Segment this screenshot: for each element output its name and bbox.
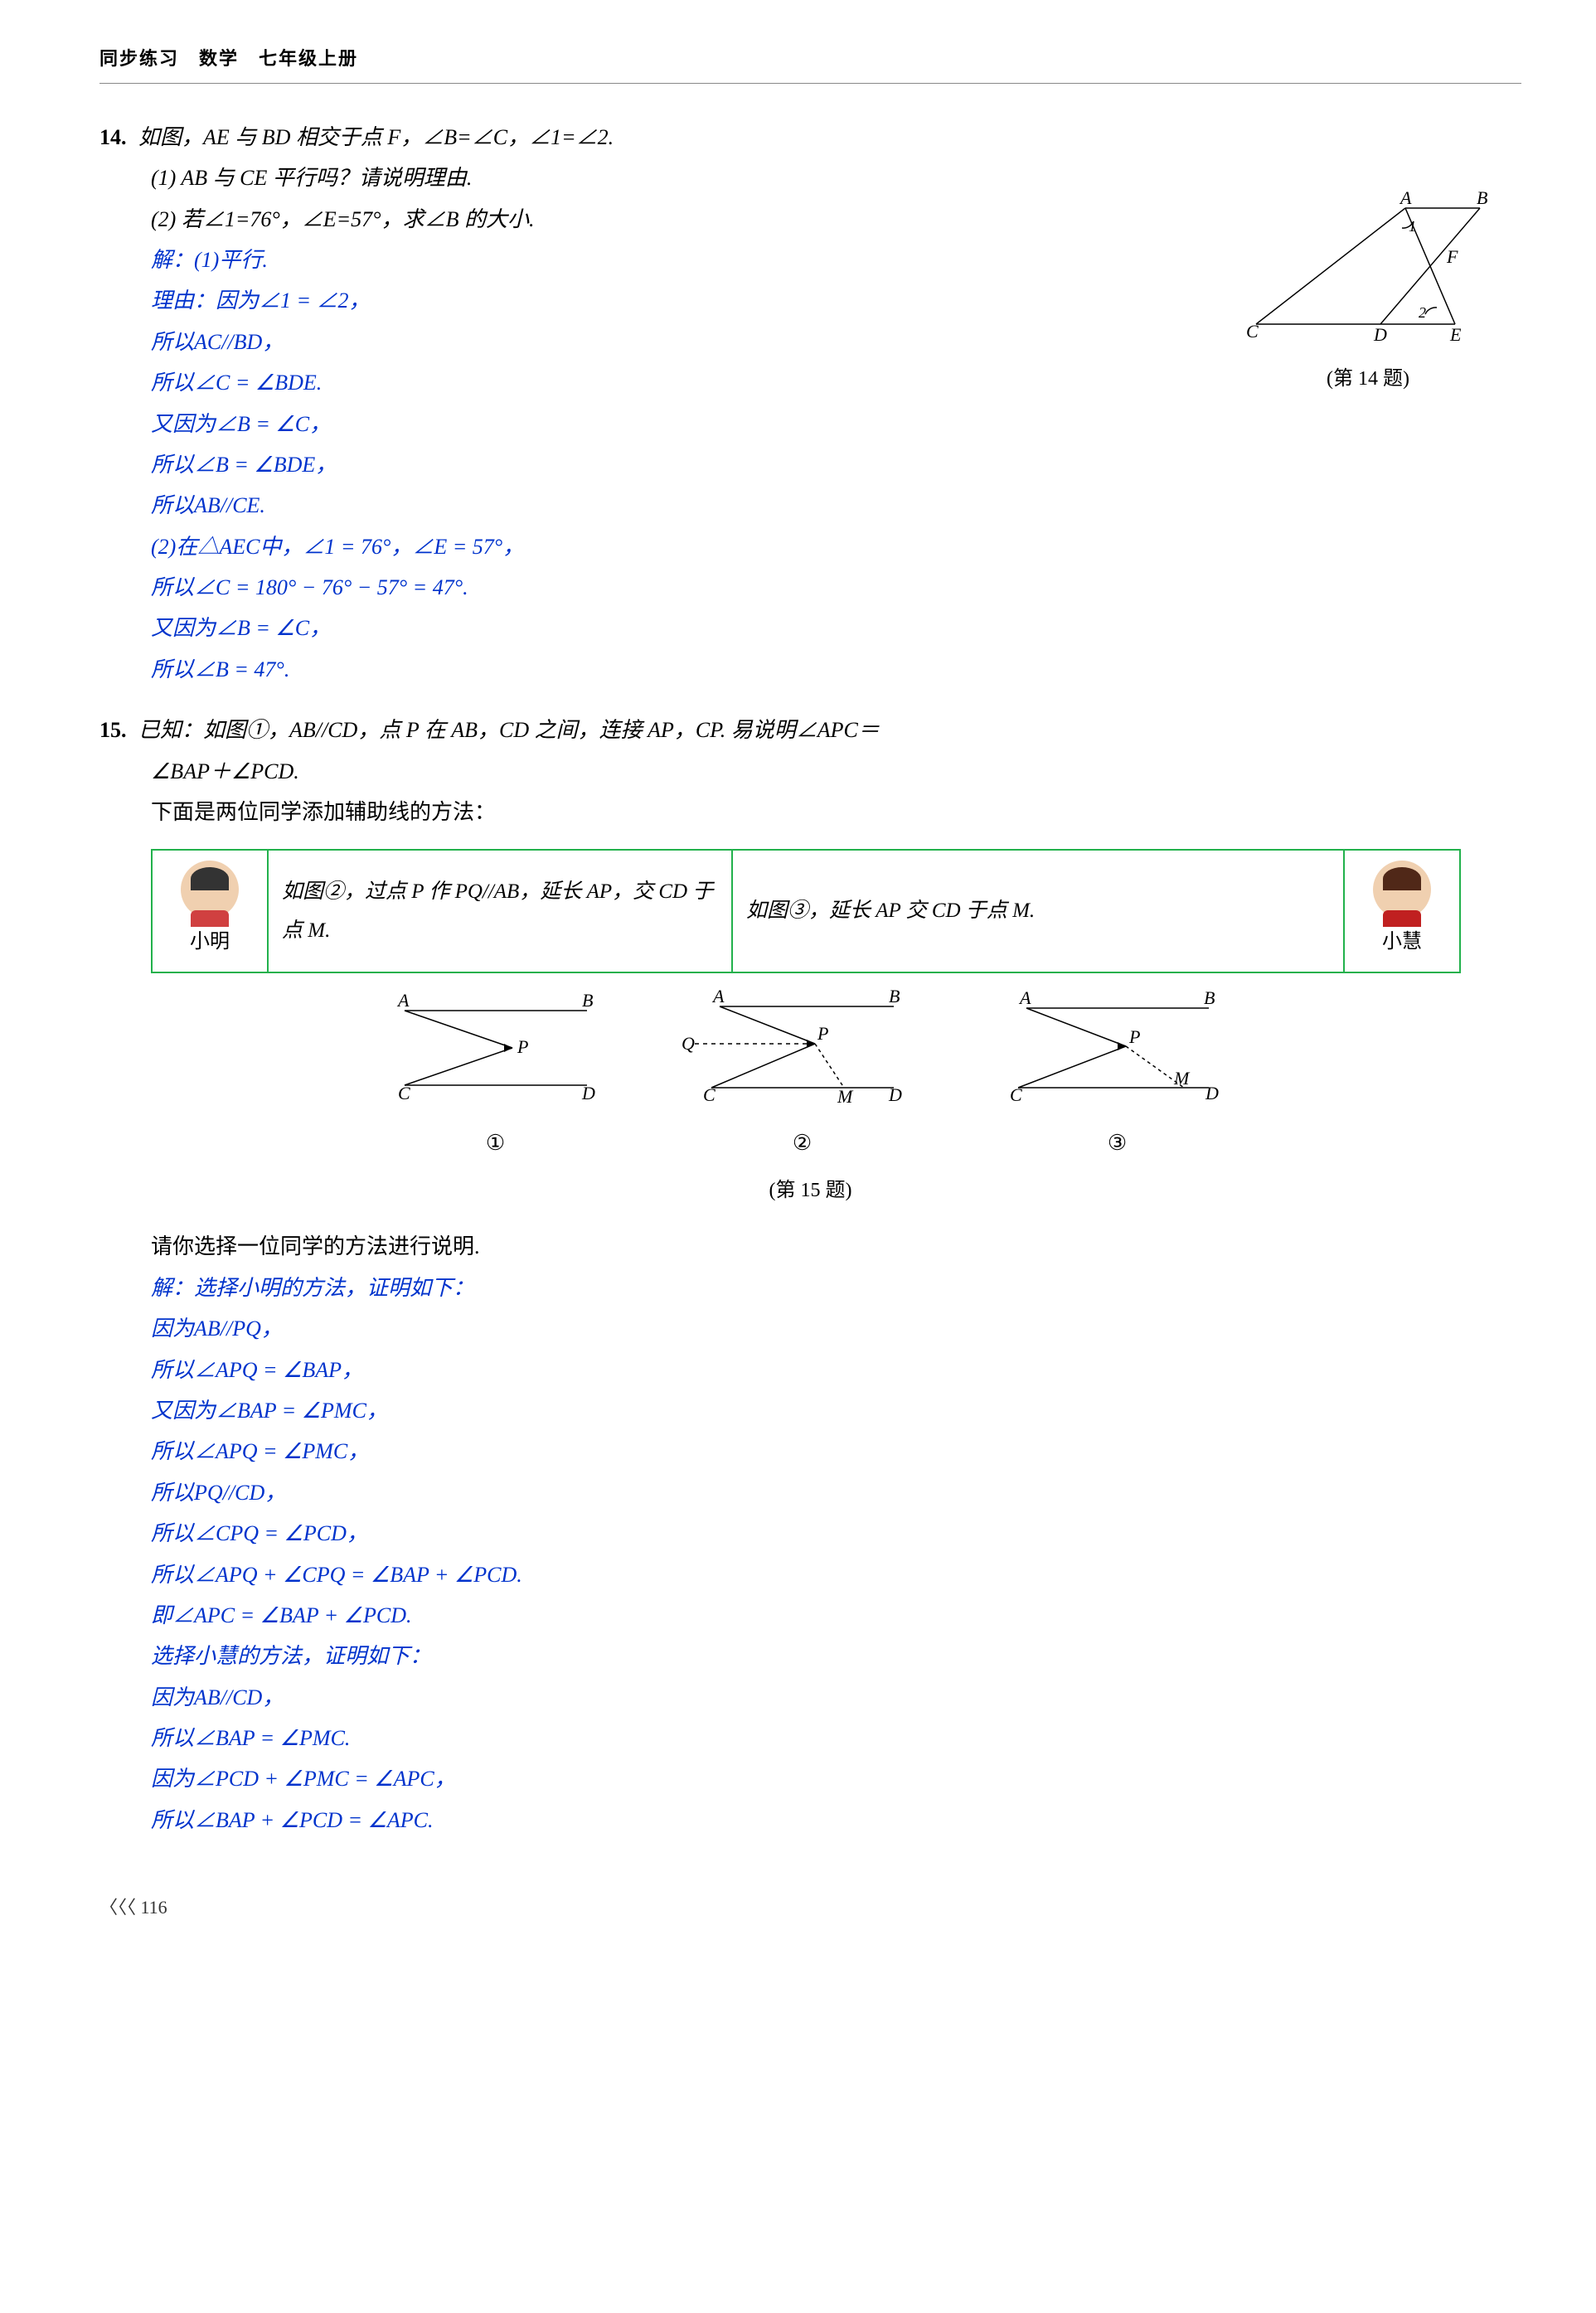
xh-text: 如图③，延长 AP 交 CD 于点 M. [732, 850, 1344, 972]
xiaohui-name: 小慧 [1358, 924, 1446, 962]
p15-ans-0: 解：选择小明的方法，证明如下： [99, 1268, 1521, 1308]
d3-A: A [1018, 990, 1031, 1008]
p15-dia-caption: (第 15 题) [99, 1172, 1521, 1210]
d2-D: D [888, 1084, 902, 1105]
p15-ans-6: 所以∠CPQ = ∠PCD， [99, 1513, 1521, 1554]
d1-A: A [396, 990, 410, 1011]
d2-M: M [837, 1086, 854, 1106]
p15-stem1-text: 已知：如图①，AB//CD，点 P 在 AB，CD 之间，连接 AP，CP. 易… [138, 718, 880, 742]
p15-stem3: 下面是两位同学添加辅助线的方法： [99, 792, 1521, 832]
xiaohui-avatar [1373, 861, 1431, 919]
p14-ans-6: 所以AB//CE. [99, 485, 1521, 526]
p15-ans-4: 所以∠APQ = ∠PMC， [99, 1431, 1521, 1472]
d2-Q: Q [682, 1033, 695, 1054]
p14-figure: A B C D E F 1 2 (第 14 题) [1239, 192, 1497, 399]
p15-ans-7: 所以∠APQ + ∠CPQ = ∠BAP + ∠PCD. [99, 1554, 1521, 1595]
xiaoming-name: 小明 [166, 924, 254, 962]
p15-ans-3: 又因为∠BAP = ∠PMC， [99, 1390, 1521, 1431]
p14-ans-4: 又因为∠B = ∠C， [99, 404, 1521, 444]
problem-14: 14. 如图，AE 与 BD 相交于点 F，∠B=∠C，∠1=∠2. (1) A… [99, 117, 1521, 690]
p14-ans-8: 所以∠C = 180° − 76° − 57° = 47°. [99, 567, 1521, 608]
d1-B: B [582, 990, 593, 1011]
p15-stem1: 15. 已知：如图①，AB//CD，点 P 在 AB，CD 之间，连接 AP，C… [99, 710, 1521, 750]
p15-ans-2: 所以∠APQ = ∠BAP， [99, 1350, 1521, 1390]
d2-A: A [711, 990, 725, 1006]
d3-M: M [1173, 1068, 1191, 1089]
diagram-3: A B C D P M ③ [993, 990, 1242, 1164]
p15-ans-12: 因为∠PCD + ∠PMC = ∠APC， [99, 1758, 1521, 1799]
lbl-C: C [1246, 321, 1259, 341]
diagram-2: A B C D Q P M ② [678, 990, 927, 1164]
problem-15: 15. 已知：如图①，AB//CD，点 P 在 AB，CD 之间，连接 AP，C… [99, 710, 1521, 1840]
d1-D: D [581, 1083, 595, 1103]
p14-ans-7: (2)在△AEC中，∠1 = 76°，∠E = 57°， [99, 526, 1521, 567]
d1-label: ① [380, 1123, 612, 1163]
p14-ans-9: 又因为∠B = ∠C， [99, 608, 1521, 648]
lbl-B: B [1477, 192, 1487, 208]
d1-P: P [517, 1036, 528, 1057]
d2-C: C [703, 1084, 716, 1105]
d3-C: C [1010, 1084, 1022, 1105]
p15-ans-13: 所以∠BAP + ∠PCD = ∠APC. [99, 1800, 1521, 1840]
lbl-A: A [1399, 192, 1412, 208]
p15-ans-11: 所以∠BAP = ∠PMC. [99, 1718, 1521, 1758]
page-header: 同步练习 数学 七年级上册 [99, 41, 1521, 84]
lbl-1: 1 [1409, 218, 1416, 235]
page-footer: 〈〈〈 116 [99, 1890, 1521, 1925]
p15-ans-5: 所以PQ//CD， [99, 1472, 1521, 1513]
diagram-row: A B C D P ① A B [99, 990, 1521, 1164]
lbl-E: E [1449, 324, 1462, 341]
p14-fig-caption: (第 14 题) [1239, 361, 1497, 399]
p14-stem: 14. 如图，AE 与 BD 相交于点 F，∠B=∠C，∠1=∠2. [99, 117, 1521, 158]
p15-ans-1: 因为AB//PQ， [99, 1308, 1521, 1349]
d1-C: C [398, 1083, 410, 1103]
d3-B: B [1204, 990, 1215, 1008]
lbl-F: F [1446, 246, 1458, 267]
d3-D: D [1205, 1083, 1219, 1103]
p14-ans-10: 所以∠B = 47°. [99, 649, 1521, 690]
p15-ans-10: 因为AB//CD， [99, 1677, 1521, 1718]
p15-num: 15. [99, 718, 127, 742]
d3-label: ③ [993, 1123, 1242, 1163]
p14-ans-5: 所以∠B = ∠BDE， [99, 444, 1521, 485]
xiaoming-avatar [181, 861, 239, 919]
p15-ans-9: 选择小慧的方法，证明如下： [99, 1636, 1521, 1676]
xiaohui-cell: 小慧 [1344, 850, 1460, 972]
p14-num: 14. [99, 125, 127, 149]
methods-table: 小明 如图②，过点 P 作 PQ//AB，延长 AP，交 CD 于点 M. 如图… [151, 849, 1461, 973]
p14-diagram-svg: A B C D E F 1 2 [1239, 192, 1497, 341]
p15-ans-8: 即∠APC = ∠BAP + ∠PCD. [99, 1595, 1521, 1636]
xm-text: 如图②，过点 P 作 PQ//AB，延长 AP，交 CD 于点 M. [268, 850, 732, 972]
d2-P: P [817, 1023, 828, 1044]
lbl-2: 2 [1419, 304, 1426, 321]
p14-stem-text: 如图，AE 与 BD 相交于点 F，∠B=∠C，∠1=∠2. [138, 125, 614, 149]
p15-stem2: ∠BAP＋∠PCD. [99, 751, 1521, 792]
xiaoming-cell: 小明 [152, 850, 268, 972]
p15-prompt: 请你选择一位同学的方法进行说明. [99, 1226, 1521, 1267]
d2-label: ② [678, 1123, 927, 1163]
d3-P: P [1128, 1026, 1140, 1047]
lbl-D: D [1373, 324, 1387, 341]
diagram-1: A B C D P ① [380, 990, 612, 1164]
d2-B: B [889, 990, 900, 1006]
